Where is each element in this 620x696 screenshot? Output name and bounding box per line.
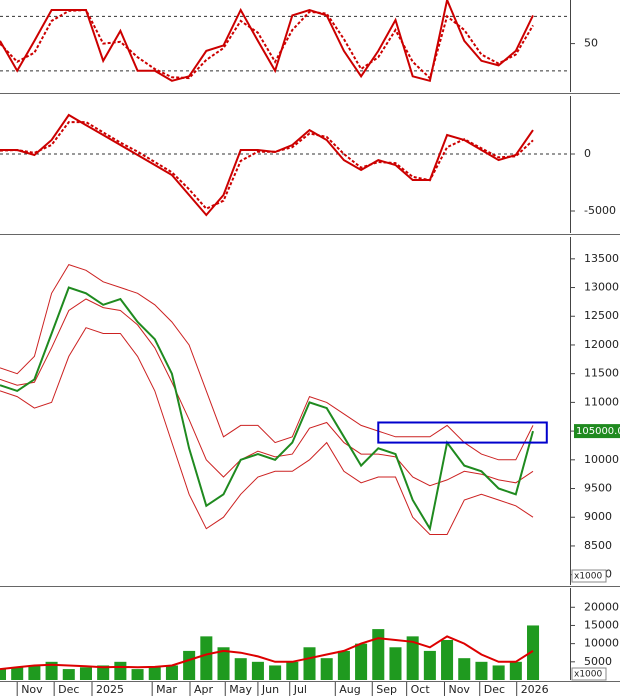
x-tick-label: Nov <box>448 683 470 696</box>
volume-bar <box>423 650 436 680</box>
volume-bar <box>45 661 58 680</box>
volume-bar <box>372 629 385 680</box>
volume-bar <box>269 665 282 680</box>
price-tag-box <box>574 424 620 439</box>
volume-bar <box>97 665 110 680</box>
y-tick-label: 50 <box>584 37 598 50</box>
x-tick-label: Mar <box>156 683 177 696</box>
x-tick-label: Apr <box>194 683 214 696</box>
y-tick-label: 11000 <box>584 395 619 408</box>
x-tick-label: Dec <box>484 683 505 696</box>
series-line <box>0 286 534 532</box>
volume-bar <box>337 650 350 680</box>
x-tick-label: Sep <box>376 683 397 696</box>
y-tick-label: 12000 <box>584 338 619 351</box>
highlight-box <box>377 421 548 444</box>
volume-bar <box>251 661 264 680</box>
y-tick-label: 20000 <box>584 600 619 613</box>
volume-bar <box>11 667 24 680</box>
x-tick-label: 2026 <box>521 683 549 696</box>
series-line <box>0 635 534 671</box>
y-tick-label: 15000 <box>584 618 619 631</box>
volume-bar <box>441 640 454 680</box>
volume-bar <box>200 636 213 680</box>
y-tick-label: 11500 <box>584 367 619 380</box>
x-tick-label: Oct <box>411 683 431 696</box>
y-tick-label: 8500 <box>584 539 612 552</box>
volume-bar <box>355 643 368 680</box>
series-line <box>0 263 534 461</box>
volume-bar <box>148 667 161 680</box>
volume-bar <box>114 661 127 680</box>
y-tick-label: 10000 <box>584 453 619 466</box>
volume-bar <box>183 650 196 680</box>
y-tick-label: 12500 <box>584 309 619 322</box>
price-tag: 105000.0 <box>576 426 620 437</box>
volume-bar <box>79 667 92 680</box>
unit-label-box <box>571 569 607 583</box>
series-line <box>0 327 534 535</box>
volume-bar <box>475 661 488 680</box>
y-tick-label: 9500 <box>584 482 612 495</box>
volume-bar <box>28 665 41 680</box>
volume-bar <box>458 658 471 680</box>
series-line <box>0 298 534 487</box>
series-line <box>0 113 534 217</box>
volume-bar <box>492 665 505 680</box>
volume-bar <box>320 658 333 680</box>
x-tick-label: Jul <box>293 683 307 696</box>
series-line <box>0 121 534 210</box>
y-tick-label: 5000 <box>584 655 612 668</box>
volume-bar <box>286 661 299 680</box>
y-tick-label: 9000 <box>584 510 612 523</box>
y-tick-label: 13500 <box>584 252 619 265</box>
unit-label: x1000 <box>574 670 603 680</box>
y-tick-label: -5000 <box>584 204 616 217</box>
volume-bar <box>165 665 178 680</box>
unit-label-box <box>571 667 607 681</box>
x-tick-label: Nov <box>21 683 43 696</box>
volume-bar <box>217 647 230 680</box>
x-tick-label: May <box>229 683 252 696</box>
unit-label: x1000 <box>574 572 603 582</box>
series-line <box>0 0 534 83</box>
volume-bar <box>389 647 402 680</box>
volume-bar <box>527 625 540 680</box>
volume-bar <box>509 661 522 680</box>
volume-bar <box>234 658 247 680</box>
volume-bar <box>131 669 144 680</box>
y-tick-label: 0 <box>584 147 591 160</box>
volume-bar <box>62 669 75 680</box>
x-tick-label: Aug <box>339 683 360 696</box>
y-tick-label: 10000 <box>584 637 619 650</box>
y-tick-label: 13000 <box>584 281 619 294</box>
volume-bar <box>0 669 7 680</box>
x-tick-label: Jun <box>261 683 279 696</box>
x-tick-label: Dec <box>58 683 79 696</box>
volume-bar <box>303 647 316 680</box>
volume-bar <box>406 636 419 680</box>
series-line <box>0 8 534 80</box>
x-tick-label: 2025 <box>96 683 124 696</box>
